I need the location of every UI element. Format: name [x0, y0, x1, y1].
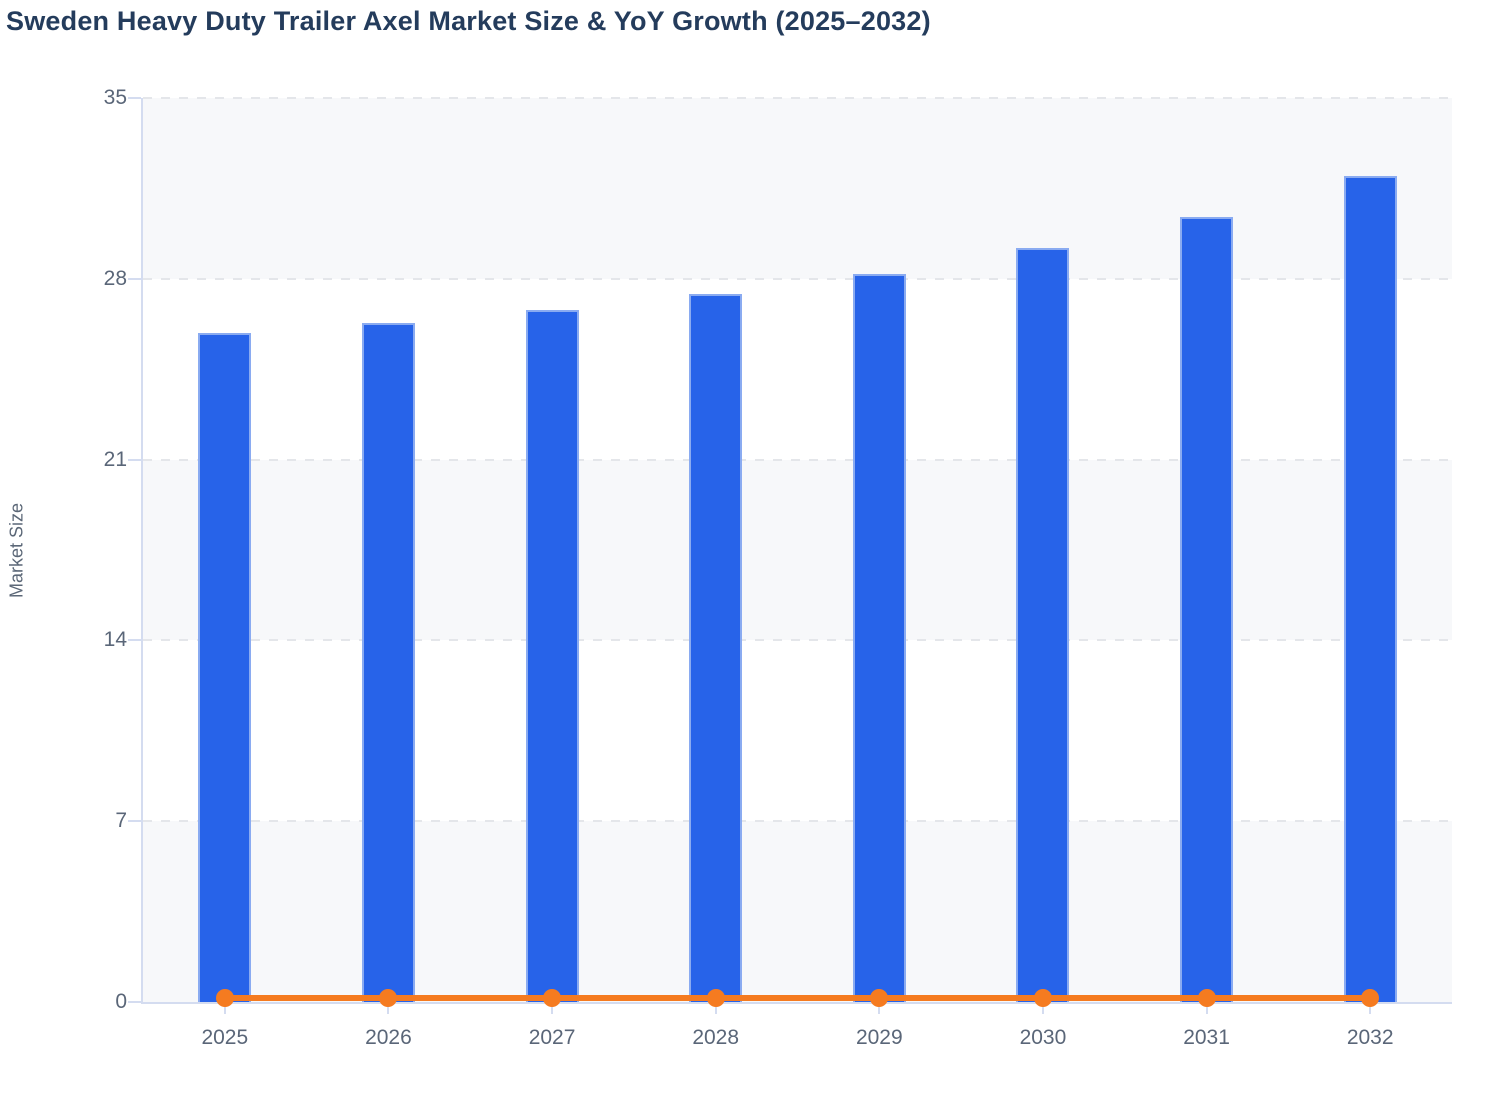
x-tick-label-2027: 2027: [528, 1026, 576, 1049]
bar-2029: [852, 273, 906, 1002]
y-tick-mark-0: [128, 1001, 141, 1003]
bar-2027: [525, 309, 579, 1002]
y-tick-mark-21: [128, 458, 141, 461]
x-tick-mark-2025: [223, 1004, 226, 1014]
x-tick-mark-2027: [551, 1004, 554, 1014]
y-tick-mark-28: [128, 277, 141, 280]
gridline-21: [143, 458, 1452, 461]
x-tick-mark-2028: [714, 1004, 717, 1014]
bar-2028: [689, 294, 743, 1002]
y-tick-label-35: 35: [103, 86, 127, 109]
x-tick-label-2032: 2032: [1346, 1026, 1394, 1049]
y-tick-label-21: 21: [103, 447, 127, 471]
y-tick-mark-14: [128, 639, 141, 642]
y-tick-mark-7: [128, 820, 141, 823]
gridline-35: [143, 97, 1452, 99]
plot-area: 0 7 14 21 28 35 2025 2026 2027 2028 2029 2030 2031 2…: [104, 86, 1452, 1049]
yoy-marker-2031: [1197, 989, 1216, 1007]
yoy-marker-2026: [379, 989, 398, 1007]
x-tick-label-2028: 2028: [692, 1026, 740, 1049]
x-tick-mark-2030: [1041, 1004, 1044, 1014]
y-tick-label-28: 28: [103, 266, 127, 290]
yoy-marker-2027: [543, 989, 562, 1007]
x-tick-label-2030: 2030: [1019, 1026, 1067, 1049]
bar-2026: [361, 322, 415, 1002]
y-tick-label-7: 7: [115, 809, 127, 833]
y-tick-label-14: 14: [103, 628, 127, 652]
y-tick-mark-35: [128, 97, 141, 99]
bar-2030: [1016, 247, 1070, 1002]
gridline-7: [143, 820, 1452, 823]
x-tick-label-2026: 2026: [365, 1026, 412, 1049]
x-tick-mark-2032: [1369, 1004, 1372, 1014]
yoy-marker-2029: [870, 989, 889, 1007]
x-tick-label-2029: 2029: [855, 1026, 903, 1049]
x-axis-line: [141, 1002, 1452, 1004]
yoy-marker-2025: [215, 989, 234, 1007]
x-tick-label-2031: 2031: [1183, 1026, 1230, 1049]
yoy-growth-line: [224, 995, 1371, 1001]
band-0: [143, 821, 1452, 1002]
x-tick-mark-2029: [878, 1004, 881, 1014]
bar-2025: [198, 333, 252, 1002]
yoy-marker-2032: [1361, 989, 1380, 1007]
x-tick-mark-2031: [1205, 1004, 1208, 1014]
y-axis-line: [141, 98, 143, 1002]
yoy-marker-2030: [1033, 989, 1052, 1007]
y-tick-label-0: 0: [115, 990, 127, 1013]
gridline-28: [143, 277, 1452, 280]
bar-2032: [1343, 175, 1397, 1002]
bar-2031: [1180, 216, 1234, 1002]
band-14: [143, 459, 1452, 641]
y-axis-title: Market Size: [6, 502, 27, 599]
gridline-14: [143, 639, 1452, 642]
x-tick-label-2025: 2025: [201, 1026, 249, 1049]
x-tick-mark-2026: [387, 1004, 390, 1014]
chart-title: Sweden Heavy Duty Trailer Axel Market Si…: [6, 6, 931, 36]
band-28: [143, 98, 1452, 279]
yoy-marker-2028: [706, 989, 725, 1007]
